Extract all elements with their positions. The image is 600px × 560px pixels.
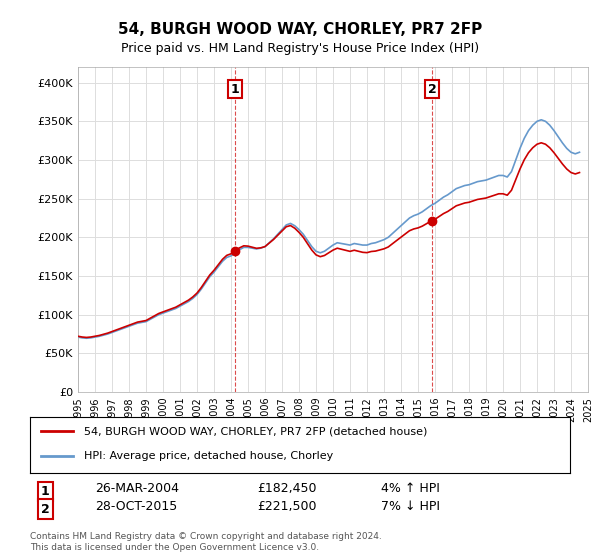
Text: 1: 1 [41, 485, 50, 498]
Text: £221,500: £221,500 [257, 500, 316, 513]
Text: Price paid vs. HM Land Registry's House Price Index (HPI): Price paid vs. HM Land Registry's House … [121, 42, 479, 55]
Text: HPI: Average price, detached house, Chorley: HPI: Average price, detached house, Chor… [84, 451, 333, 461]
Text: £182,450: £182,450 [257, 482, 316, 496]
Text: 2: 2 [41, 503, 50, 516]
Text: 1: 1 [230, 83, 239, 96]
Text: Contains HM Land Registry data © Crown copyright and database right 2024.
This d: Contains HM Land Registry data © Crown c… [30, 532, 382, 552]
Text: 7% ↓ HPI: 7% ↓ HPI [381, 500, 440, 513]
Text: 4% ↑ HPI: 4% ↑ HPI [381, 482, 440, 496]
Text: 26-MAR-2004: 26-MAR-2004 [95, 482, 179, 496]
Text: 54, BURGH WOOD WAY, CHORLEY, PR7 2FP: 54, BURGH WOOD WAY, CHORLEY, PR7 2FP [118, 22, 482, 38]
Text: 28-OCT-2015: 28-OCT-2015 [95, 500, 177, 513]
Text: 54, BURGH WOOD WAY, CHORLEY, PR7 2FP (detached house): 54, BURGH WOOD WAY, CHORLEY, PR7 2FP (de… [84, 426, 427, 436]
Text: 2: 2 [428, 83, 436, 96]
